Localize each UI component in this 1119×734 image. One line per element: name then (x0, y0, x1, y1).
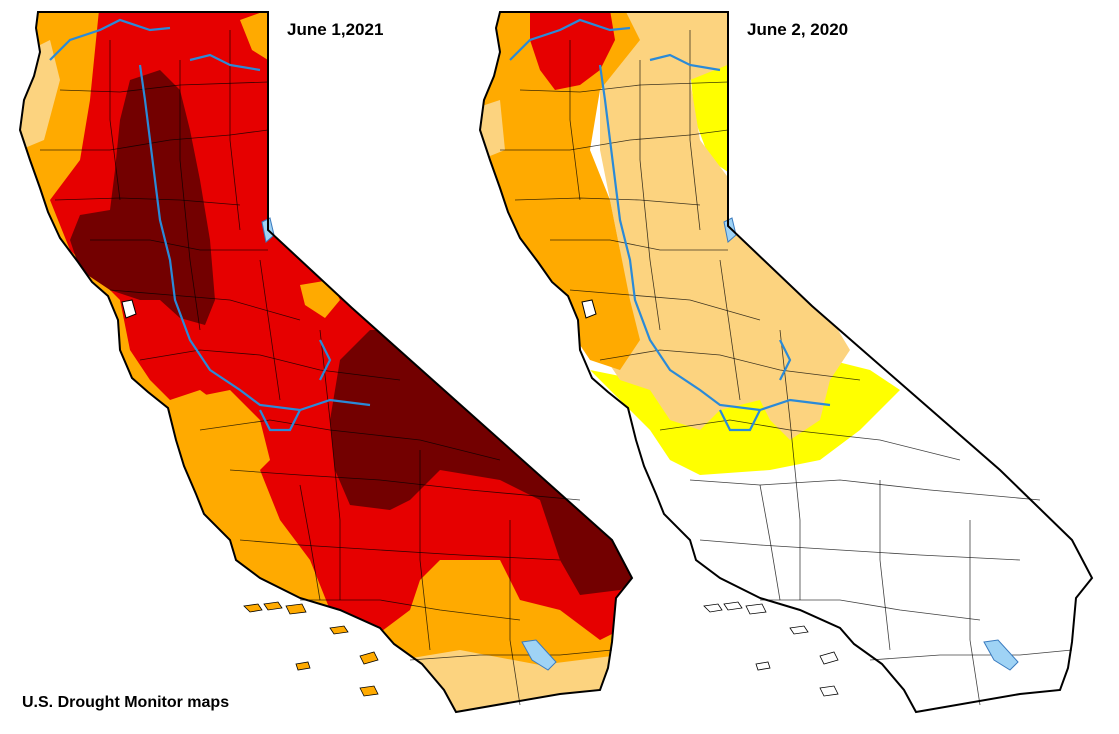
source-caption: U.S. Drought Monitor maps (22, 694, 230, 711)
drought-extreme-area (50, 12, 632, 640)
drought-moderate-area (480, 100, 505, 160)
drought-exceptional-area (70, 70, 215, 325)
map-date-label-2021: June 1,2021 (287, 20, 384, 39)
map-date-label-2020: June 2, 2020 (747, 20, 849, 39)
rivers (509, 18, 831, 432)
drought-extreme-area (530, 12, 615, 90)
state-outline (18, 11, 634, 714)
drought-moderate-area (600, 12, 850, 440)
channel-islands (703, 601, 839, 697)
drought-severe-area (180, 390, 270, 480)
channel-islands (243, 601, 379, 697)
state-outline (478, 11, 1094, 714)
drought-exceptional-area (330, 330, 632, 595)
county-borders (500, 30, 1073, 706)
rivers (49, 18, 371, 432)
drought-severe-area (240, 12, 268, 60)
drought-severe-area (300, 280, 340, 318)
drought-moderate-area (380, 650, 630, 712)
county-borders (40, 30, 613, 706)
